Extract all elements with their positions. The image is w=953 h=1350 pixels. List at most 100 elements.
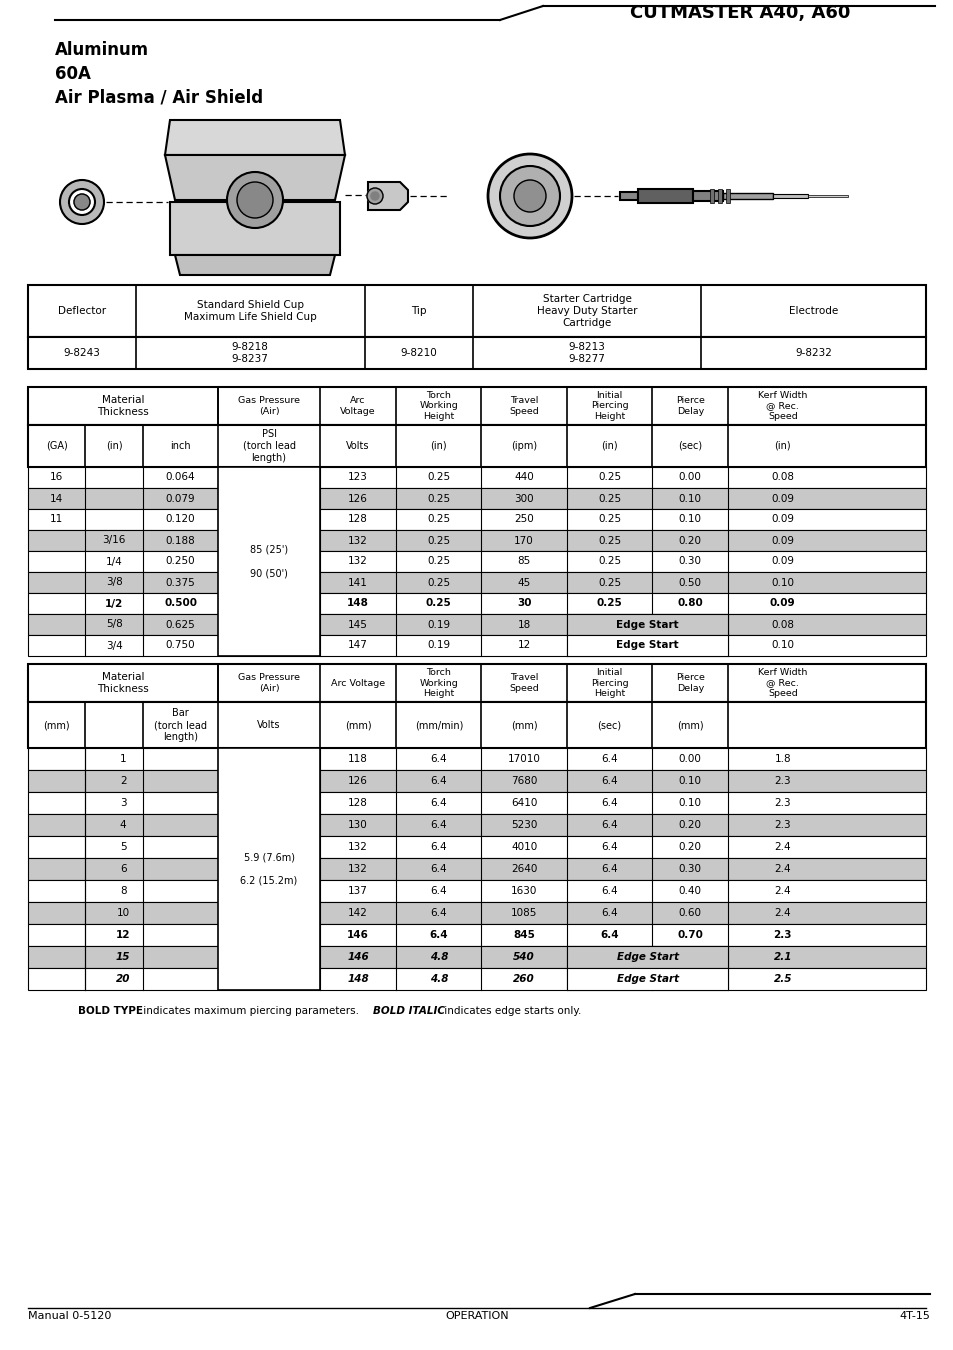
Text: 300: 300 <box>514 494 534 504</box>
Text: (in): (in) <box>430 441 447 451</box>
Text: 2.4: 2.4 <box>774 864 790 873</box>
Text: 0.25: 0.25 <box>598 494 620 504</box>
Circle shape <box>69 189 95 215</box>
Bar <box>725 189 729 202</box>
Text: Bar
(torch lead
length): Bar (torch lead length) <box>154 709 207 741</box>
Bar <box>28 923 925 946</box>
Text: 0.19: 0.19 <box>427 640 450 651</box>
Text: Initial
Piercing
Height: Initial Piercing Height <box>590 668 628 698</box>
Polygon shape <box>165 155 345 200</box>
Text: 130: 130 <box>348 819 368 830</box>
Text: 9-8213
9-8277: 9-8213 9-8277 <box>568 342 605 363</box>
Text: 2.5: 2.5 <box>773 973 791 984</box>
Bar <box>28 968 925 990</box>
Text: OPERATION: OPERATION <box>445 1311 508 1322</box>
Text: 6.4: 6.4 <box>600 776 618 786</box>
Text: 0.10: 0.10 <box>679 514 701 525</box>
Text: 0.25: 0.25 <box>427 514 450 525</box>
Bar <box>28 769 925 792</box>
Text: 0.500: 0.500 <box>164 598 197 609</box>
Text: 137: 137 <box>348 886 368 896</box>
Text: 9-8210: 9-8210 <box>400 348 436 358</box>
Text: 0.064: 0.064 <box>166 472 195 482</box>
Text: (mm/min): (mm/min) <box>415 720 462 730</box>
Text: 0.25: 0.25 <box>598 578 620 587</box>
Bar <box>28 880 925 902</box>
Text: 6.4: 6.4 <box>430 842 447 852</box>
Text: 12: 12 <box>116 930 131 940</box>
Text: 0.00: 0.00 <box>679 472 701 482</box>
Text: 0.80: 0.80 <box>677 598 702 609</box>
Text: 0.25: 0.25 <box>598 536 620 545</box>
Text: 85: 85 <box>517 556 530 567</box>
Text: 0.25: 0.25 <box>598 472 620 482</box>
Text: 15: 15 <box>116 952 131 963</box>
Text: 0.25: 0.25 <box>427 578 450 587</box>
Text: 6.4: 6.4 <box>600 886 618 896</box>
Polygon shape <box>174 255 335 275</box>
Bar <box>566 946 728 968</box>
Text: Travel
Speed: Travel Speed <box>509 397 538 416</box>
Text: 4T-15: 4T-15 <box>898 1311 929 1322</box>
Text: 6.4: 6.4 <box>430 755 447 764</box>
Text: Initial
Piercing
Height: Initial Piercing Height <box>590 392 628 421</box>
Text: 2.4: 2.4 <box>774 909 790 918</box>
Text: indicates edge starts only.: indicates edge starts only. <box>440 1006 580 1017</box>
Bar <box>28 572 925 593</box>
Bar <box>718 189 721 202</box>
Text: 18: 18 <box>517 620 530 629</box>
Text: 2.4: 2.4 <box>774 842 790 852</box>
Text: 0.10: 0.10 <box>770 578 794 587</box>
Text: BOLD TYPE: BOLD TYPE <box>78 1006 143 1017</box>
Text: Edge Start: Edge Start <box>616 973 678 984</box>
Text: Edge Start: Edge Start <box>616 620 679 629</box>
Polygon shape <box>368 182 408 211</box>
Bar <box>28 664 925 702</box>
Bar <box>692 190 722 201</box>
Bar <box>28 387 925 425</box>
Text: 118: 118 <box>348 755 368 764</box>
Text: Pierce
Delay: Pierce Delay <box>675 397 704 416</box>
Bar <box>218 748 319 990</box>
Text: 5.9 (7.6m)

6.2 (15.2m): 5.9 (7.6m) 6.2 (15.2m) <box>240 852 297 886</box>
Text: 4: 4 <box>120 819 127 830</box>
Text: Standard Shield Cup
Maximum Life Shield Cup: Standard Shield Cup Maximum Life Shield … <box>184 300 316 321</box>
Text: 17010: 17010 <box>507 755 540 764</box>
Text: 6: 6 <box>120 864 127 873</box>
Text: 6.4: 6.4 <box>600 842 618 852</box>
Text: CUTMASTER A40, A60: CUTMASTER A40, A60 <box>629 4 849 22</box>
Text: 4.8: 4.8 <box>429 952 448 963</box>
Bar <box>28 593 925 614</box>
Text: 0.25: 0.25 <box>598 556 620 567</box>
Text: (in): (in) <box>774 441 790 451</box>
Text: 6.4: 6.4 <box>430 864 447 873</box>
Bar <box>28 859 925 880</box>
Text: inch: inch <box>171 441 191 451</box>
Text: Aluminum: Aluminum <box>55 40 149 59</box>
Circle shape <box>227 171 283 228</box>
Text: Kerf Width
@ Rec.
Speed: Kerf Width @ Rec. Speed <box>758 668 806 698</box>
Text: 1630: 1630 <box>511 886 537 896</box>
Text: 6.4: 6.4 <box>600 909 618 918</box>
Text: 9-8218
9-8237: 9-8218 9-8237 <box>232 342 269 363</box>
Text: 845: 845 <box>513 930 535 940</box>
Text: 0.09: 0.09 <box>770 494 794 504</box>
Text: 0.40: 0.40 <box>679 886 701 896</box>
Text: 146: 146 <box>347 930 369 940</box>
Bar <box>218 467 319 656</box>
Text: 30: 30 <box>517 598 531 609</box>
Text: 5230: 5230 <box>511 819 537 830</box>
Text: (sec): (sec) <box>597 720 620 730</box>
Text: 0.08: 0.08 <box>770 620 794 629</box>
Text: 16: 16 <box>51 472 63 482</box>
Text: 142: 142 <box>348 909 368 918</box>
Bar <box>619 192 638 200</box>
Text: 123: 123 <box>348 472 368 482</box>
Circle shape <box>371 192 378 200</box>
Text: 20: 20 <box>116 973 131 984</box>
Text: Volts: Volts <box>346 441 370 451</box>
Text: 5: 5 <box>120 842 127 852</box>
Text: 0.20: 0.20 <box>679 536 701 545</box>
Text: 128: 128 <box>348 798 368 809</box>
Text: 11: 11 <box>51 514 63 525</box>
